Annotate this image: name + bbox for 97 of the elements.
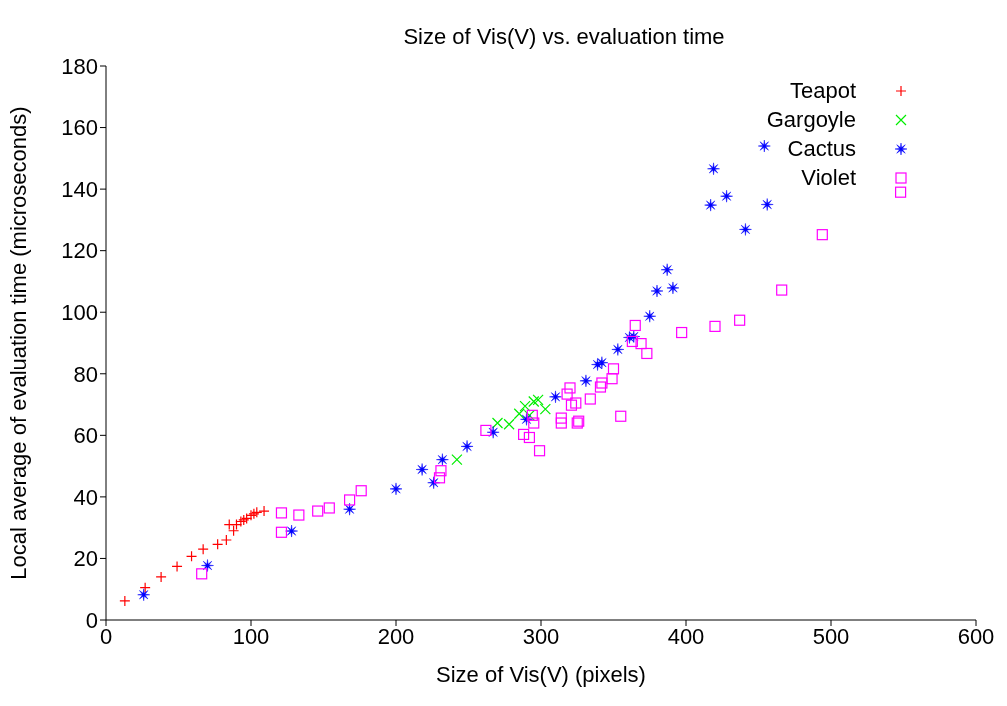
y-tick-label: 120	[61, 238, 98, 264]
point	[676, 326, 688, 339]
point	[436, 453, 449, 466]
point	[650, 284, 664, 298]
legend-label: Teapot	[789, 77, 856, 104]
point	[137, 588, 150, 602]
point	[197, 543, 209, 555]
point	[596, 377, 608, 389]
point	[758, 139, 771, 153]
y-tick-label: 20	[73, 546, 98, 572]
point	[611, 343, 625, 356]
point	[565, 399, 578, 411]
point	[519, 400, 531, 412]
point	[704, 198, 717, 212]
point	[734, 314, 746, 326]
y-tick-label: 180	[61, 53, 98, 79]
point	[760, 198, 774, 211]
point	[275, 526, 288, 538]
point	[275, 507, 288, 519]
point	[171, 560, 183, 573]
point	[895, 186, 907, 198]
legend-label: Gargoyle	[766, 106, 856, 133]
point	[641, 347, 653, 360]
point	[433, 472, 446, 484]
point	[607, 363, 620, 375]
x-tick-label: 300	[522, 623, 560, 649]
point	[776, 284, 788, 296]
point	[643, 309, 656, 323]
point	[155, 571, 167, 583]
y-tick-label: 0	[85, 607, 98, 633]
point	[606, 373, 618, 385]
point	[739, 223, 752, 236]
point	[139, 582, 151, 594]
point	[258, 505, 270, 517]
point	[201, 559, 214, 572]
x-tick-label: 600	[957, 623, 995, 649]
point	[293, 509, 305, 521]
y-axis-title: Local average of evaluation time (microseconds)	[5, 106, 31, 580]
legend-label: Violet	[801, 164, 856, 191]
point	[555, 417, 567, 429]
point	[528, 395, 540, 408]
point	[451, 454, 463, 466]
point	[528, 417, 540, 429]
point	[435, 465, 447, 477]
point	[312, 505, 324, 517]
point	[707, 162, 720, 176]
x-tick-label: 500	[812, 623, 850, 649]
point	[635, 338, 647, 350]
point	[539, 403, 551, 415]
y-tick-label: 160	[61, 115, 98, 141]
point	[460, 440, 474, 453]
x-tick-label: 100	[232, 623, 270, 649]
point	[584, 393, 596, 405]
chart-title: Size of Vis(V) vs. evaluation time	[403, 23, 725, 49]
legend-label: Cactus	[787, 135, 856, 162]
x-axis-title: Size of Vis(V) (pixels)	[436, 662, 646, 687]
point	[555, 412, 567, 424]
point	[119, 595, 131, 607]
point	[561, 388, 573, 400]
point	[389, 482, 403, 496]
y-tick-label: 40	[73, 484, 98, 510]
y-tick-label: 80	[73, 361, 98, 387]
point	[666, 281, 680, 295]
point	[626, 335, 638, 348]
point	[220, 534, 232, 546]
point	[344, 494, 356, 506]
point	[355, 485, 367, 497]
point	[285, 524, 298, 538]
point	[533, 445, 546, 457]
point	[615, 410, 627, 422]
point	[594, 381, 607, 393]
point	[720, 189, 733, 203]
point	[709, 320, 721, 332]
point	[660, 263, 674, 276]
point	[564, 382, 576, 394]
y-tick-label: 60	[73, 423, 98, 449]
point	[415, 463, 429, 476]
point	[230, 518, 243, 531]
point	[629, 319, 641, 332]
point	[579, 374, 593, 388]
point	[816, 229, 828, 241]
point	[595, 356, 609, 369]
point	[532, 394, 544, 406]
point	[323, 502, 335, 514]
x-tick-label: 200	[377, 623, 415, 649]
point	[570, 397, 582, 409]
point	[185, 550, 198, 562]
point	[196, 568, 208, 580]
point	[549, 390, 562, 404]
x-tick-label: 400	[667, 623, 705, 649]
point	[518, 428, 530, 441]
point	[212, 538, 224, 550]
point	[523, 431, 535, 444]
y-tick-label: 140	[61, 176, 98, 202]
point	[343, 502, 356, 516]
point	[480, 424, 492, 437]
y-tick-label: 100	[61, 300, 98, 326]
